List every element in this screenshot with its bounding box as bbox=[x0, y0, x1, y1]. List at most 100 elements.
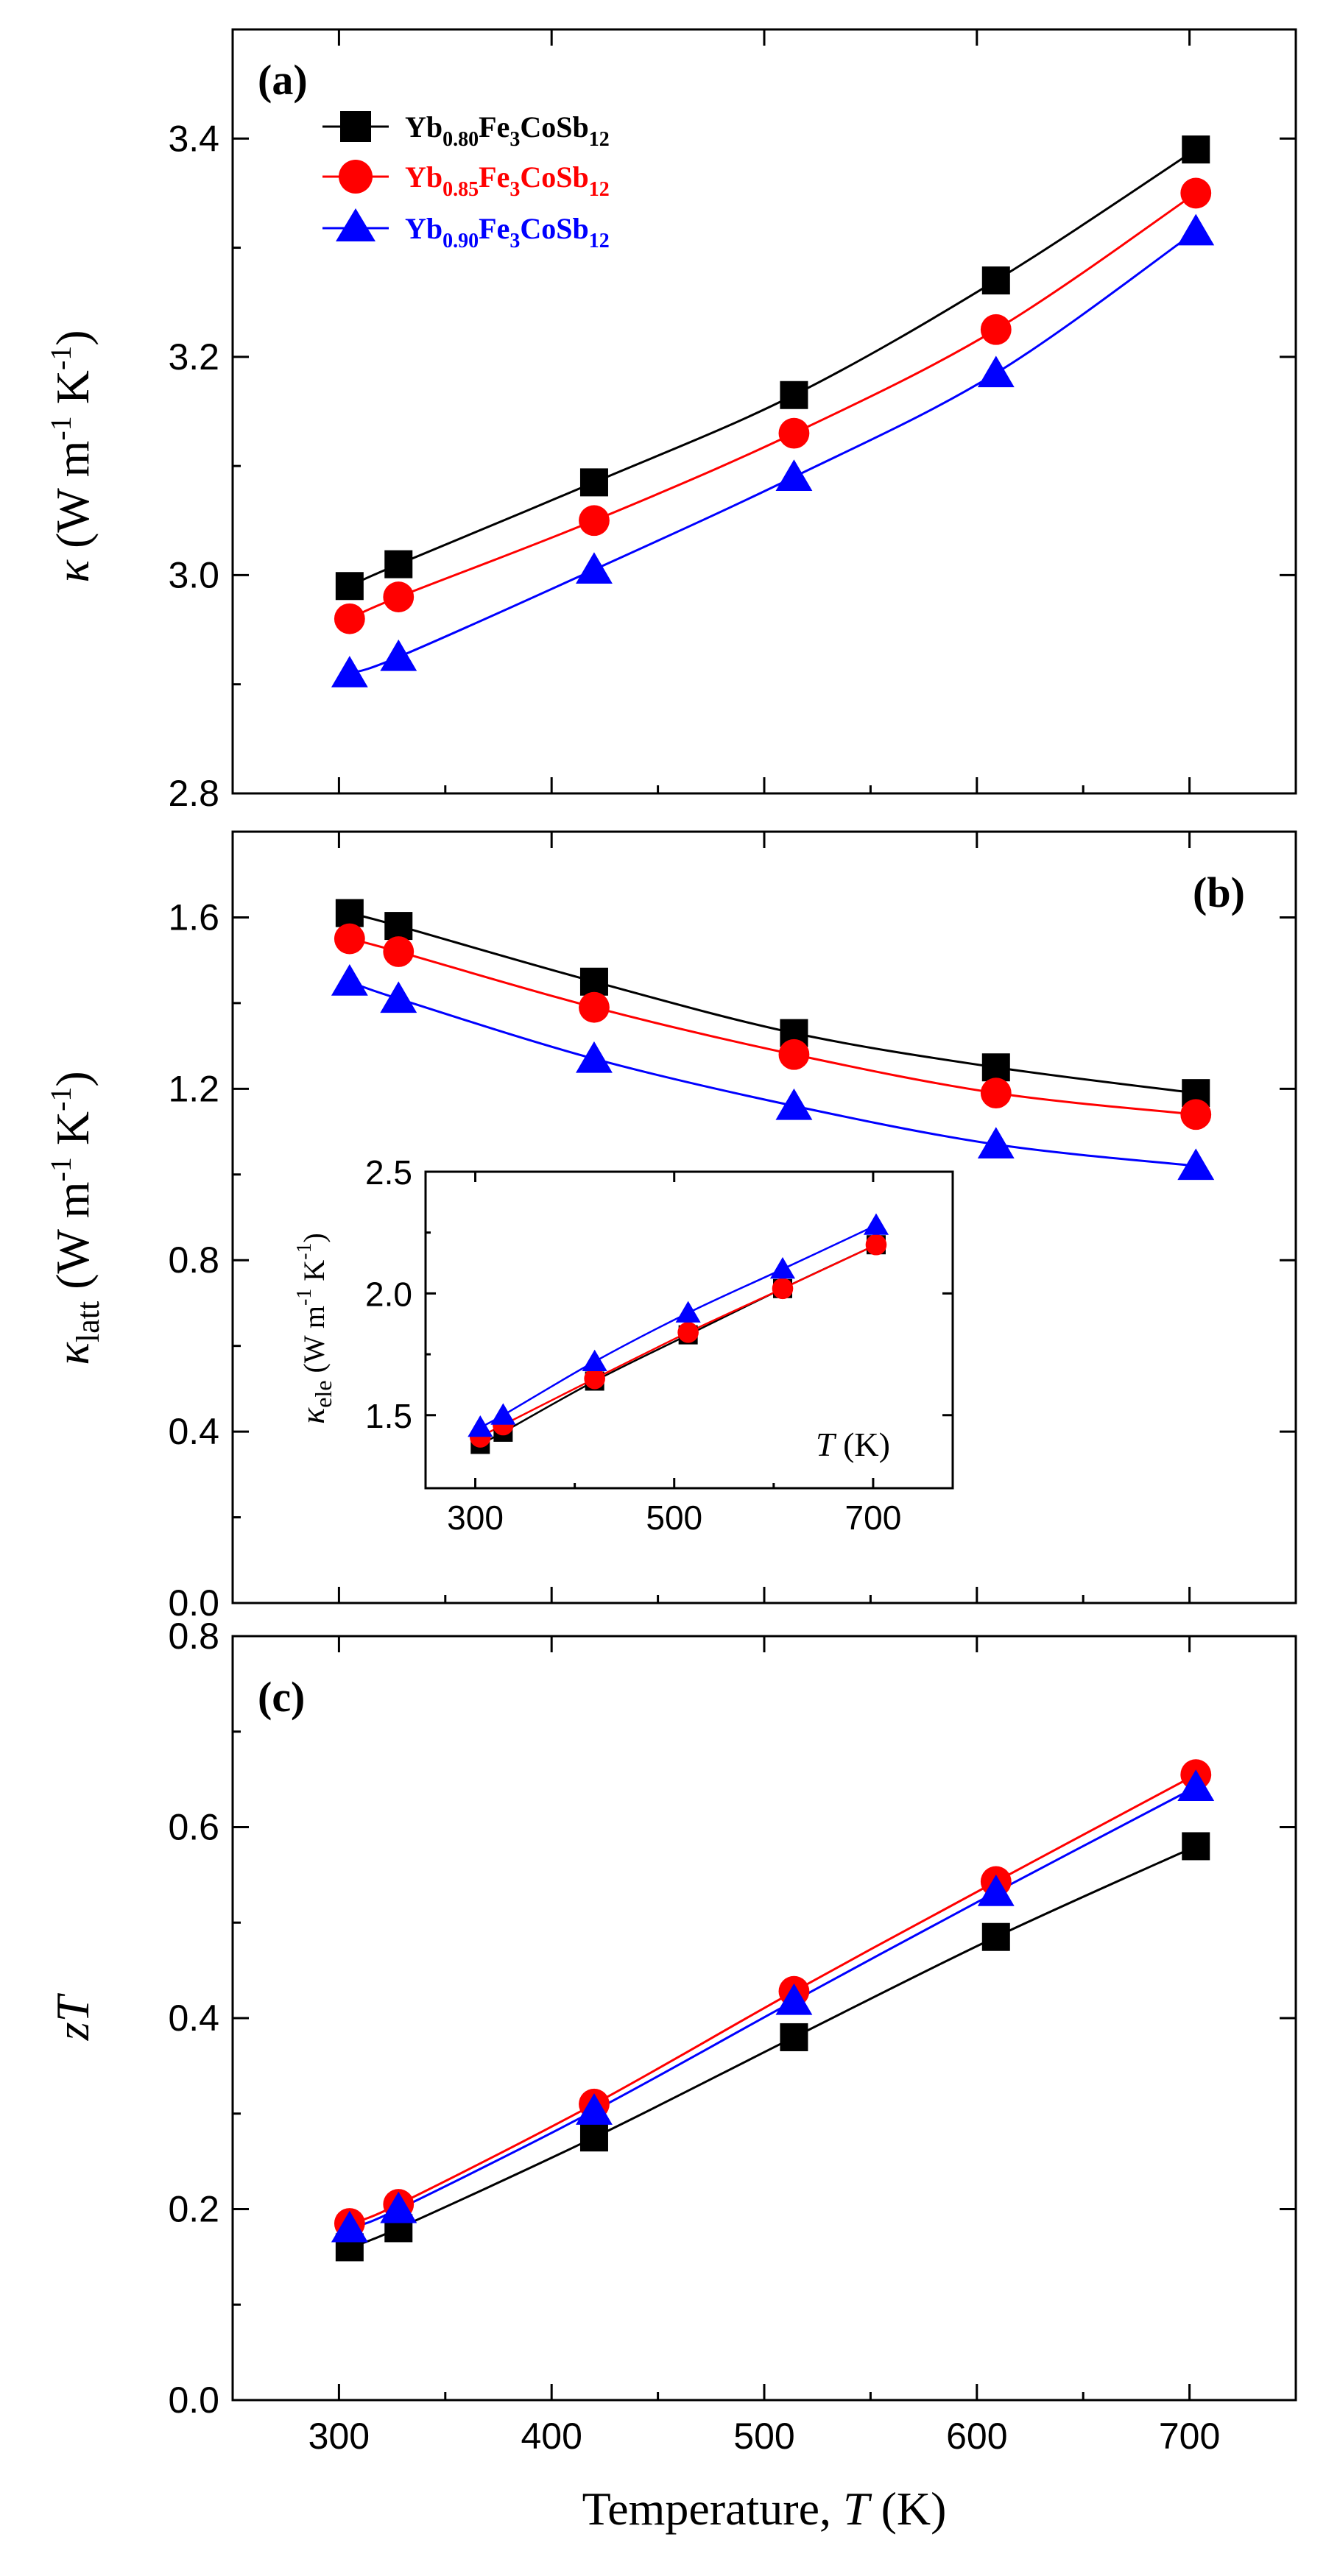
panel-c-point-080 bbox=[981, 1922, 1010, 1951]
panel-b-point-085 bbox=[579, 991, 610, 1023]
panel-a-point-080 bbox=[384, 550, 413, 578]
panel-a-frame bbox=[231, 28, 1297, 795]
panel-c-xtick-label: 700 bbox=[1159, 2416, 1220, 2457]
panel-a-point-090 bbox=[576, 552, 613, 584]
legend: Yb0.80Fe3CoSb12 Yb0.85Fe3CoSb12 Yb0.90Fe… bbox=[322, 110, 610, 252]
inset-ytick-label: 2.5 bbox=[365, 1153, 412, 1192]
panel-b-point-090 bbox=[977, 1127, 1015, 1159]
panel-c-label: (c) bbox=[258, 1673, 305, 1721]
panel-a-ticks: 2.8 3.0 3.2 3.4 bbox=[168, 29, 1296, 814]
panel-a-point-080 bbox=[981, 266, 1010, 295]
panel-a-point-090 bbox=[1177, 213, 1215, 246]
panel-b-line-090 bbox=[349, 980, 1196, 1167]
inset-point-090 bbox=[490, 1403, 516, 1425]
panel-b-line-080 bbox=[349, 912, 1196, 1094]
inset-ylabel: κele (W m-1 K-1) bbox=[293, 1233, 336, 1424]
panel-a-line-085 bbox=[349, 192, 1197, 620]
panel-b-point-080 bbox=[335, 899, 364, 927]
panel-b-point-090 bbox=[331, 964, 368, 996]
panel-a-ylabel: κ (W m-1 K-1) bbox=[44, 330, 99, 582]
panel-b-line-085 bbox=[349, 938, 1196, 1116]
panel-a-point-090 bbox=[331, 656, 368, 687]
panel-b-point-090 bbox=[775, 1088, 813, 1120]
panel-a-point-085 bbox=[1180, 177, 1212, 209]
panel-c-lines bbox=[349, 1773, 1196, 2248]
panel-b-ylabel: κlatt (W m-1 K-1) bbox=[44, 1071, 106, 1365]
panel-c-point-090 bbox=[576, 2093, 613, 2125]
panel-a-point-080 bbox=[335, 572, 364, 601]
panel-b-point-085 bbox=[383, 936, 415, 967]
panel-a-line-080 bbox=[349, 148, 1197, 587]
panel-a-point-085 bbox=[980, 314, 1012, 345]
legend-marker-085 bbox=[339, 160, 373, 194]
inset-point-090 bbox=[769, 1257, 796, 1279]
inset-ytick-label: 1.5 bbox=[365, 1397, 412, 1435]
panel-c-point-080 bbox=[1182, 1832, 1210, 1861]
panel-c-line-090 bbox=[349, 1786, 1196, 2229]
panel-a-point-085 bbox=[334, 603, 365, 634]
panel-c-point-090 bbox=[331, 2210, 368, 2243]
panel-b-markers bbox=[331, 899, 1215, 1181]
legend-marker-080 bbox=[340, 111, 371, 142]
panel-b-label: (b) bbox=[1193, 868, 1245, 916]
inset-point-085 bbox=[772, 1278, 794, 1300]
panel-a-label: (a) bbox=[258, 56, 308, 104]
inset-point-085 bbox=[865, 1234, 887, 1256]
panel-b-ytick-label: 0.4 bbox=[168, 1411, 219, 1452]
inset-point-090 bbox=[468, 1415, 493, 1437]
legend-label-080: Yb0.80Fe3CoSb12 bbox=[405, 110, 610, 151]
panel-b: 0.0 0.4 0.8 1.2 1.6 (b) κlatt (W m-1 K-1) 1.… bbox=[44, 830, 1297, 1624]
panel-a-line-090 bbox=[349, 230, 1197, 675]
panel-b-ytick-label: 1.2 bbox=[168, 1068, 219, 1109]
inset-frame bbox=[424, 1170, 954, 1490]
panel-b-point-085 bbox=[1180, 1099, 1212, 1130]
inset-point-090 bbox=[863, 1213, 889, 1235]
panel-c-xtick-label: 400 bbox=[521, 2416, 582, 2457]
panel-b-point-080 bbox=[384, 912, 413, 941]
panel-c: 0.0 0.2 0.4 0.6 0.8 300 400 500 600 700 (c) zT bbox=[46, 1616, 1297, 2457]
panel-c-point-090 bbox=[1177, 1769, 1215, 1802]
panel-b-lines bbox=[349, 912, 1196, 1167]
panel-c-point-080 bbox=[780, 2023, 808, 2051]
legend-label-085: Yb0.85Fe3CoSb12 bbox=[405, 160, 610, 201]
panel-a-ytick-label: 3.0 bbox=[168, 554, 219, 595]
panel-c-line-085 bbox=[349, 1773, 1196, 2225]
panel-a-ytick-label: 3.4 bbox=[168, 118, 219, 159]
panel-a-ytick-label: 3.2 bbox=[168, 336, 219, 378]
panel-b-ytick-label: 0.0 bbox=[168, 1582, 219, 1624]
inset-point-090 bbox=[675, 1301, 701, 1323]
panel-b-ticks: 0.0 0.4 0.8 1.2 1.6 bbox=[168, 832, 1296, 1624]
panel-a-point-085 bbox=[383, 581, 415, 612]
x-axis-title: Temperature, T (K) bbox=[582, 2483, 947, 2535]
inset-xtick-label: 700 bbox=[845, 1498, 902, 1537]
panel-b-point-090 bbox=[1177, 1148, 1215, 1181]
panel-c-ticks: 0.0 0.2 0.4 0.6 0.8 300 400 500 600 700 bbox=[168, 1616, 1296, 2457]
panel-c-ytick-label: 0.2 bbox=[168, 2189, 219, 2230]
panel-c-ylabel: zT bbox=[46, 1992, 99, 2041]
panel-c-ytick-label: 0.6 bbox=[168, 1807, 219, 1848]
inset-xtick-label: 500 bbox=[646, 1498, 702, 1537]
panel-c-ytick-label: 0.8 bbox=[168, 1616, 219, 1657]
panel-b-point-080 bbox=[579, 967, 608, 996]
panel-c-xtick-label: 600 bbox=[946, 2416, 1007, 2457]
panel-b-point-080 bbox=[981, 1053, 1010, 1082]
panel-c-point-080 bbox=[579, 2123, 608, 2152]
panel-a-markers bbox=[331, 135, 1215, 687]
panel-c-xtick-label: 500 bbox=[733, 2416, 794, 2457]
panel-a-point-080 bbox=[1182, 135, 1210, 164]
legend-entry-080: Yb0.80Fe3CoSb12 bbox=[322, 110, 610, 151]
panel-c-point-090 bbox=[380, 2191, 417, 2223]
legend-marker-090 bbox=[336, 208, 375, 241]
panel-a-point-080 bbox=[780, 381, 808, 409]
panel-b-ytick-label: 0.8 bbox=[168, 1239, 219, 1281]
panel-c-xtick-label: 300 bbox=[308, 2416, 370, 2457]
inset-xlabel: T (K) bbox=[816, 1426, 890, 1463]
inset-kappa-ele: 1.5 2.0 2.5 300 500 700 κele (W m-1 K-1) T (K… bbox=[293, 1153, 954, 1537]
panel-a-point-090 bbox=[380, 639, 417, 671]
inset-markers bbox=[468, 1213, 889, 1454]
inset-point-085 bbox=[584, 1367, 605, 1390]
panel-b-point-085 bbox=[778, 1038, 810, 1070]
panel-b-point-090 bbox=[576, 1041, 613, 1073]
panel-a-lines bbox=[349, 148, 1197, 675]
